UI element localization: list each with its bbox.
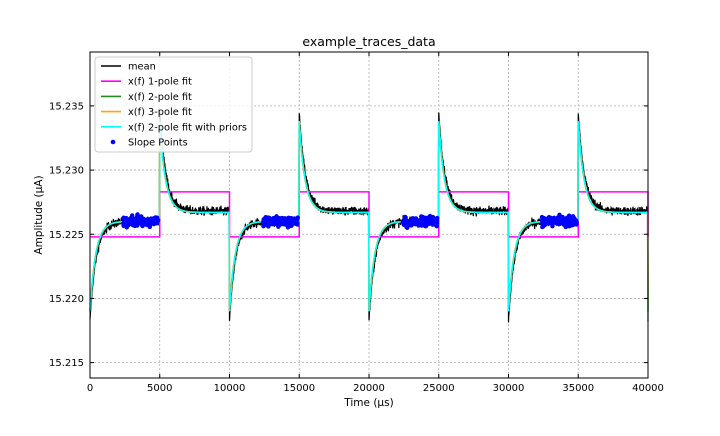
- slope-point: [416, 223, 421, 228]
- slope-point: [129, 218, 135, 223]
- slope-point: [272, 220, 277, 225]
- chart-title: example_traces_data: [302, 34, 435, 49]
- x-tick-label: 5000: [147, 383, 172, 394]
- slope-point: [280, 216, 286, 222]
- slope-point: [411, 216, 417, 221]
- slope-point: [140, 220, 146, 226]
- slope-point: [140, 217, 145, 222]
- legend-marker: [110, 139, 116, 145]
- legend-entry-label: x(f) 3-pole fit: [128, 107, 192, 118]
- x-tick-label: 0: [87, 383, 93, 394]
- slope-point: [261, 223, 266, 229]
- slope-point: [402, 218, 408, 224]
- x-tick-label: 10000: [214, 383, 246, 394]
- slope-point: [136, 219, 141, 224]
- slope-point: [294, 217, 300, 222]
- x-tick-label: 30000: [493, 383, 525, 394]
- slope-point: [555, 215, 561, 220]
- slope-point: [570, 222, 576, 228]
- slope-point: [294, 221, 300, 226]
- plot-area: [89, 111, 649, 323]
- slope-point: [151, 216, 156, 221]
- axis-ticks: 0 5000 10000 15000 20000 25000 30000 35000 40000…: [49, 52, 664, 394]
- slope-point: [134, 222, 140, 228]
- legend-entry-label: Slope Points: [128, 138, 188, 149]
- slope-point: [565, 219, 570, 225]
- x-tick-label: 25000: [423, 383, 455, 394]
- slope-point: [555, 220, 560, 226]
- x-tick-label: 35000: [562, 383, 594, 394]
- slope-point: [124, 218, 130, 224]
- x-axis-label: Time (μs): [343, 397, 393, 409]
- slope-point: [423, 224, 429, 229]
- slope-point: [550, 218, 556, 223]
- y-tick-label: 15.220: [49, 294, 84, 305]
- slope-point: [539, 214, 545, 220]
- legend: mean x(f) 1-pole fit x(f) 2-pole fit x(f) 3…: [94, 56, 253, 153]
- slope-point: [427, 217, 433, 223]
- slope-point: [144, 219, 149, 224]
- legend-entry-label: x(f) 2-pole fit: [128, 92, 192, 103]
- legend-box: [94, 56, 253, 153]
- y-tick-label: 15.235: [49, 101, 84, 112]
- slope-point: [121, 221, 126, 226]
- y-tick-label: 15.215: [49, 358, 84, 369]
- slope-point: [560, 218, 566, 223]
- slope-point: [136, 214, 141, 220]
- slope-point: [274, 214, 279, 219]
- x-tick-label: 20000: [353, 383, 385, 394]
- slope-point: [288, 215, 294, 221]
- y-tick-label: 15.230: [49, 166, 84, 177]
- y-axis-label: Amplitude (μA): [33, 175, 45, 254]
- slope-point: [284, 219, 289, 225]
- slope-point: [574, 219, 579, 225]
- y-tick-label: 15.225: [49, 230, 84, 241]
- legend-entry-label: x(f) 1-pole fit: [128, 77, 192, 88]
- slope-point: [131, 222, 136, 227]
- slope-point: [151, 221, 157, 227]
- legend-entry-label: x(f) 2-pole fit with priors: [128, 122, 247, 133]
- slope-point: [289, 223, 294, 228]
- slope-point: [410, 220, 415, 225]
- slope-point: [434, 218, 440, 224]
- slope-point: [144, 222, 149, 228]
- legend-entry-label: mean: [128, 62, 156, 73]
- x-tick-label: 40000: [632, 383, 664, 394]
- slope-point: [404, 225, 410, 231]
- slope-point: [571, 215, 577, 221]
- x-tick-label: 15000: [283, 383, 315, 394]
- slope-point: [430, 214, 436, 220]
- slope-point: [266, 224, 271, 229]
- slope-point: [419, 220, 424, 225]
- slope-point: [542, 219, 547, 225]
- slope-point: [277, 220, 282, 225]
